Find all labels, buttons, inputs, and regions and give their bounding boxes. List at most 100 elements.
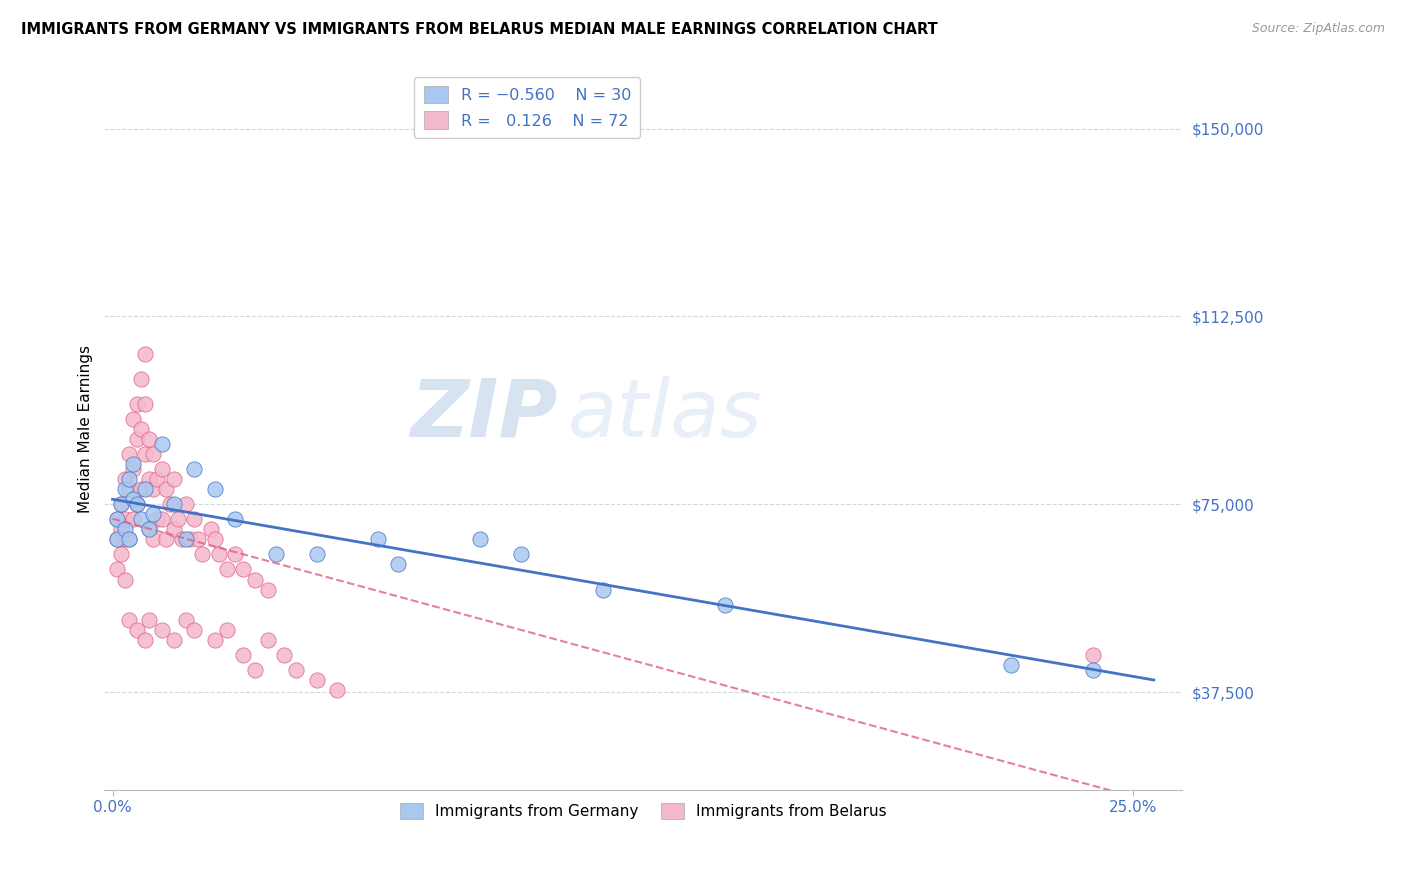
- Point: [150, 462, 173, 476]
- Text: IMMIGRANTS FROM GERMANY VS IMMIGRANTS FROM BELARUS MEDIAN MALE EARNINGS CORRELAT: IMMIGRANTS FROM GERMANY VS IMMIGRANTS FR…: [21, 22, 938, 37]
- Point: [125, 397, 148, 411]
- Point: [138, 432, 160, 446]
- Point: [118, 472, 141, 486]
- Point: [305, 548, 328, 562]
- Text: Source: ZipAtlas.com: Source: ZipAtlas.com: [1251, 22, 1385, 36]
- Point: [122, 412, 145, 426]
- Point: [118, 613, 141, 627]
- Point: [146, 512, 169, 526]
- Point: [232, 562, 254, 576]
- Point: [142, 483, 165, 497]
- Point: [142, 508, 165, 522]
- Point: [134, 347, 156, 361]
- Point: [114, 472, 136, 486]
- Point: [134, 397, 156, 411]
- Point: [118, 447, 141, 461]
- Point: [167, 512, 190, 526]
- Point: [110, 523, 132, 537]
- Point: [224, 512, 246, 526]
- Point: [273, 648, 295, 662]
- Point: [174, 497, 197, 511]
- Point: [125, 432, 148, 446]
- Point: [159, 497, 181, 511]
- Point: [163, 472, 186, 486]
- Point: [129, 372, 152, 386]
- Point: [183, 623, 205, 637]
- Legend: Immigrants from Germany, Immigrants from Belarus: Immigrants from Germany, Immigrants from…: [394, 797, 893, 826]
- Point: [114, 533, 136, 547]
- Point: [215, 562, 238, 576]
- Point: [170, 533, 193, 547]
- Point: [138, 613, 160, 627]
- Y-axis label: Median Male Earnings: Median Male Earnings: [79, 345, 93, 513]
- Point: [110, 497, 132, 511]
- Point: [125, 497, 148, 511]
- Point: [163, 632, 186, 647]
- Point: [138, 523, 160, 537]
- Point: [245, 573, 267, 587]
- Point: [1081, 648, 1104, 662]
- Point: [179, 533, 201, 547]
- Point: [142, 533, 165, 547]
- Point: [122, 462, 145, 476]
- Point: [191, 548, 214, 562]
- Point: [122, 512, 145, 526]
- Point: [174, 613, 197, 627]
- Point: [122, 492, 145, 507]
- Point: [592, 582, 614, 597]
- Point: [138, 472, 160, 486]
- Point: [714, 598, 737, 612]
- Point: [163, 497, 186, 511]
- Point: [105, 562, 128, 576]
- Point: [110, 548, 132, 562]
- Point: [245, 663, 267, 677]
- Point: [509, 548, 531, 562]
- Point: [129, 483, 152, 497]
- Point: [326, 682, 349, 697]
- Point: [468, 533, 491, 547]
- Point: [105, 512, 128, 526]
- Point: [114, 512, 136, 526]
- Point: [256, 582, 278, 597]
- Point: [187, 533, 209, 547]
- Point: [105, 512, 128, 526]
- Point: [285, 663, 308, 677]
- Point: [367, 533, 389, 547]
- Point: [114, 573, 136, 587]
- Point: [134, 632, 156, 647]
- Point: [146, 472, 169, 486]
- Point: [105, 533, 128, 547]
- Point: [105, 533, 128, 547]
- Point: [204, 483, 226, 497]
- Point: [155, 533, 177, 547]
- Point: [174, 533, 197, 547]
- Point: [163, 523, 186, 537]
- Point: [129, 512, 152, 526]
- Point: [1081, 663, 1104, 677]
- Point: [183, 462, 205, 476]
- Point: [183, 512, 205, 526]
- Point: [215, 623, 238, 637]
- Point: [200, 523, 222, 537]
- Point: [208, 548, 231, 562]
- Point: [125, 623, 148, 637]
- Point: [114, 483, 136, 497]
- Point: [224, 548, 246, 562]
- Point: [118, 533, 141, 547]
- Point: [232, 648, 254, 662]
- Point: [155, 483, 177, 497]
- Point: [150, 437, 173, 451]
- Point: [256, 632, 278, 647]
- Point: [129, 422, 152, 436]
- Point: [1000, 657, 1022, 672]
- Point: [118, 533, 141, 547]
- Point: [134, 447, 156, 461]
- Point: [142, 447, 165, 461]
- Text: ZIP: ZIP: [409, 376, 557, 454]
- Point: [264, 548, 287, 562]
- Point: [110, 497, 132, 511]
- Point: [204, 632, 226, 647]
- Text: atlas: atlas: [568, 376, 762, 454]
- Point: [114, 523, 136, 537]
- Point: [305, 673, 328, 687]
